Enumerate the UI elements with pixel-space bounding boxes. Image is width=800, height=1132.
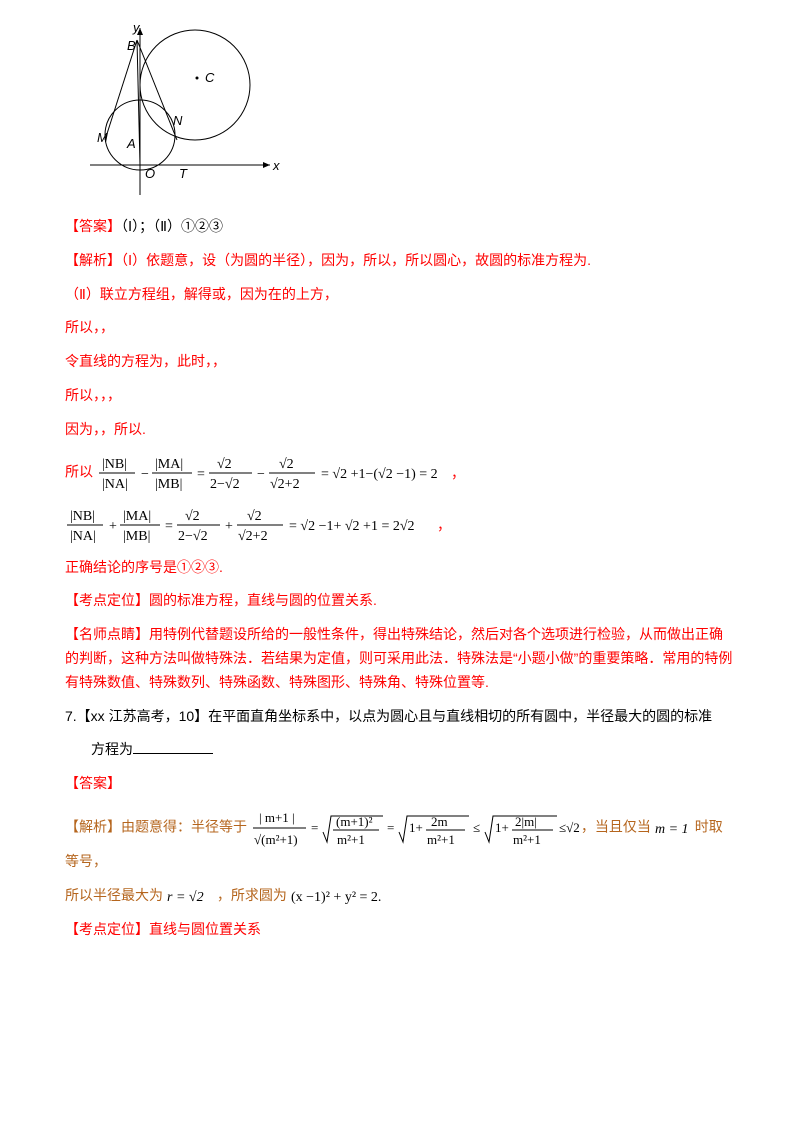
question-7: 7.【xx 江苏高考，10】在平面直角坐标系中，以点为圆心且与直线相切的所有圆中…	[65, 705, 735, 729]
kaodian-text: 圆的标准方程，直线与圆的位置关系.	[149, 592, 377, 608]
svg-text:C: C	[205, 70, 215, 85]
svg-text:(m+1)²: (m+1)²	[336, 814, 373, 829]
q7-suffix: 方程为	[91, 741, 133, 757]
svg-text:=: =	[165, 519, 173, 534]
svg-text:r = √2: r = √2	[167, 890, 204, 905]
svg-text:m²+1: m²+1	[337, 832, 365, 847]
svg-text:=: =	[387, 820, 394, 835]
formula-1-row: 所以 |NB| |NA| − |MA| |MB| = √2 2−√2 − √2 …	[65, 452, 735, 494]
svg-text:m²+1: m²+1	[427, 832, 455, 847]
svg-text:1+: 1+	[495, 820, 509, 835]
mingshi-label: 【名师点睛】	[65, 626, 149, 642]
svg-text:1+: 1+	[409, 820, 423, 835]
svg-text:√(m²+1): √(m²+1)	[254, 832, 298, 847]
p4: 令直线的方程为，此时，，	[65, 350, 735, 374]
diagram-svg: y B C N M A O T x	[65, 20, 285, 200]
svg-text:|NA|: |NA|	[70, 529, 96, 544]
svg-text:√2: √2	[247, 509, 262, 524]
kaodian2-line: 【考点定位】直线与圆位置关系	[65, 918, 735, 942]
final-prefix: 所以半径最大为	[65, 887, 163, 903]
svg-text:+: +	[109, 519, 117, 534]
svg-text:，: ，	[437, 517, 445, 533]
svg-text:，: ，	[451, 465, 457, 481]
svg-text:N: N	[173, 113, 183, 128]
svg-text:|MA|: |MA|	[155, 457, 183, 472]
svg-text:=: =	[311, 820, 318, 835]
svg-text:|NB|: |NB|	[102, 457, 127, 472]
svg-text:|NA|: |NA|	[102, 477, 128, 492]
svg-text:√2: √2	[185, 509, 200, 524]
conclusion: 正确结论的序号是①②③.	[65, 556, 735, 580]
svg-text:M: M	[97, 130, 108, 145]
answer-text: （Ⅰ）；（Ⅱ）①②③	[121, 218, 223, 234]
final-mid: ，所求圆为	[217, 887, 287, 903]
svg-text:|MB|: |MB|	[123, 529, 150, 544]
m-equals-1: m = 1	[655, 819, 695, 837]
kaodian2-label: 【考点定位】	[65, 921, 149, 937]
svg-text:=: =	[197, 467, 205, 482]
formula-2-svg: |NB| |NA| + |MA| |MB| = √2 2−√2 + √2 √2+…	[65, 504, 445, 546]
analysis2-text2: ，当且仅当	[581, 819, 651, 835]
analysis2-text1: 由题意得：半径等于	[121, 819, 247, 835]
kaodian-label: 【考点定位】	[65, 592, 149, 608]
circle-eq: (x −1)² + y² = 2.	[291, 886, 401, 906]
analysis2-label: 【解析】	[65, 819, 121, 835]
analysis-label: 【解析】	[65, 252, 121, 268]
geometry-diagram: y B C N M A O T x	[65, 20, 285, 200]
mingshi-line: 【名师点睛】用特例代替题设所给的一般性条件，得出特殊结论，然后对各个选项进行检验…	[65, 623, 735, 694]
question-7-line2: 方程为	[65, 738, 735, 762]
svg-text:√2: √2	[217, 457, 232, 472]
svg-text:−: −	[141, 467, 149, 482]
svg-text:= √2 −1+ √2 +1 = 2√2: = √2 −1+ √2 +1 = 2√2	[289, 519, 415, 534]
svg-text:m = 1: m = 1	[655, 822, 689, 837]
final-line: 所以半径最大为 r = √2 ，所求圆为 (x −1)² + y² = 2.	[65, 884, 735, 908]
svg-text:√2+2: √2+2	[270, 477, 300, 492]
svg-text:= √2 +1−(√2 −1) = 2: = √2 +1−(√2 −1) = 2	[321, 467, 438, 482]
svg-text:A: A	[126, 136, 136, 151]
svg-text:−: −	[257, 467, 265, 482]
kaodian2-text: 直线与圆位置关系	[149, 921, 261, 937]
answer-line: 【答案】（Ⅰ）；（Ⅱ）①②③	[65, 215, 735, 239]
mingshi-text: 用特例代替题设所给的一般性条件，得出特殊结论，然后对各个选项进行检验，从而做出正…	[65, 626, 732, 690]
svg-text:2−√2: 2−√2	[210, 477, 240, 492]
svg-text:m²+1: m²+1	[513, 832, 541, 847]
kaodian-line: 【考点定位】圆的标准方程，直线与圆的位置关系.	[65, 589, 735, 613]
svg-text:|MB|: |MB|	[155, 477, 182, 492]
p6: 因为，，所以.	[65, 418, 735, 442]
analysis-text: （Ⅰ）依题意，设（为圆的半径），因为，所以，所以圆心，故圆的标准方程为.	[121, 252, 591, 268]
formula1-prefix: 所以	[65, 463, 93, 479]
svg-text:B: B	[127, 38, 136, 53]
svg-text:2m: 2m	[431, 814, 448, 829]
svg-text:≤√2: ≤√2	[559, 820, 580, 835]
p2: （Ⅱ）联立方程组，解得或，因为在的上方，	[65, 283, 735, 307]
svg-text:+: +	[225, 519, 233, 534]
svg-text:|NB|: |NB|	[70, 509, 95, 524]
p3: 所以，，	[65, 316, 735, 340]
svg-text:x: x	[272, 158, 280, 173]
answer-blank	[133, 740, 213, 754]
svg-text:O: O	[145, 166, 155, 181]
formula-3-svg: | m+1 | √(m²+1) = (m+1)² m²+1 = 1+ 2m m²…	[251, 806, 581, 850]
svg-text:2−√2: 2−√2	[178, 529, 208, 544]
svg-text:(x −1)² + y² = 2.: (x −1)² + y² = 2.	[291, 890, 381, 905]
r-sqrt2: r = √2	[167, 886, 217, 906]
svg-text:T: T	[179, 166, 188, 181]
formula-1-svg: |NB| |NA| − |MA| |MB| = √2 2−√2 − √2 √2+…	[97, 452, 457, 494]
analysis2-line: 【解析】由题意得：半径等于 | m+1 | √(m²+1) = (m+1)² m…	[65, 806, 735, 874]
p5: 所以，，，	[65, 384, 735, 408]
svg-text:√2+2: √2+2	[238, 529, 268, 544]
answer2-label: 【答案】	[65, 772, 735, 796]
svg-text:| m+1 |: | m+1 |	[259, 810, 295, 825]
svg-text:2|m|: 2|m|	[515, 814, 537, 829]
analysis-line: 【解析】（Ⅰ）依题意，设（为圆的半径），因为，所以，所以圆心，故圆的标准方程为.	[65, 249, 735, 273]
svg-text:√2: √2	[279, 457, 294, 472]
q7-prefix: 7.【xx 江苏高考，10】在平面直角坐标系中，以点为圆心且与直线相切的所有圆中…	[65, 708, 712, 724]
svg-text:≤: ≤	[473, 820, 480, 835]
answer-label: 【答案】	[65, 218, 121, 234]
svg-text:|MA|: |MA|	[123, 509, 151, 524]
formula-2-row: |NB| |NA| + |MA| |MB| = √2 2−√2 + √2 √2+…	[65, 504, 735, 546]
